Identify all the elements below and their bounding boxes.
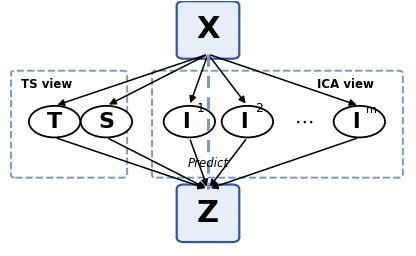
Circle shape — [163, 106, 215, 137]
Circle shape — [222, 106, 273, 137]
Text: $\mathbf{I}$: $\mathbf{I}$ — [352, 112, 360, 132]
Text: m: m — [366, 105, 377, 115]
FancyBboxPatch shape — [177, 1, 239, 59]
Text: X: X — [196, 15, 220, 45]
Circle shape — [29, 106, 80, 137]
Circle shape — [81, 106, 132, 137]
Text: $\mathbf{I}$: $\mathbf{I}$ — [240, 112, 248, 132]
Text: ICA view: ICA view — [317, 78, 374, 91]
Text: $\mathbf{I}$: $\mathbf{I}$ — [182, 112, 190, 132]
Text: S: S — [99, 112, 114, 132]
Text: T: T — [47, 112, 62, 132]
Text: 1: 1 — [197, 102, 205, 115]
Text: Z: Z — [197, 199, 219, 228]
FancyBboxPatch shape — [177, 185, 239, 242]
Circle shape — [334, 106, 385, 137]
Text: $\cdots$: $\cdots$ — [294, 112, 313, 131]
Text: 2: 2 — [255, 102, 262, 115]
Text: TS view: TS view — [21, 78, 72, 91]
Text: Predict: Predict — [188, 157, 228, 170]
